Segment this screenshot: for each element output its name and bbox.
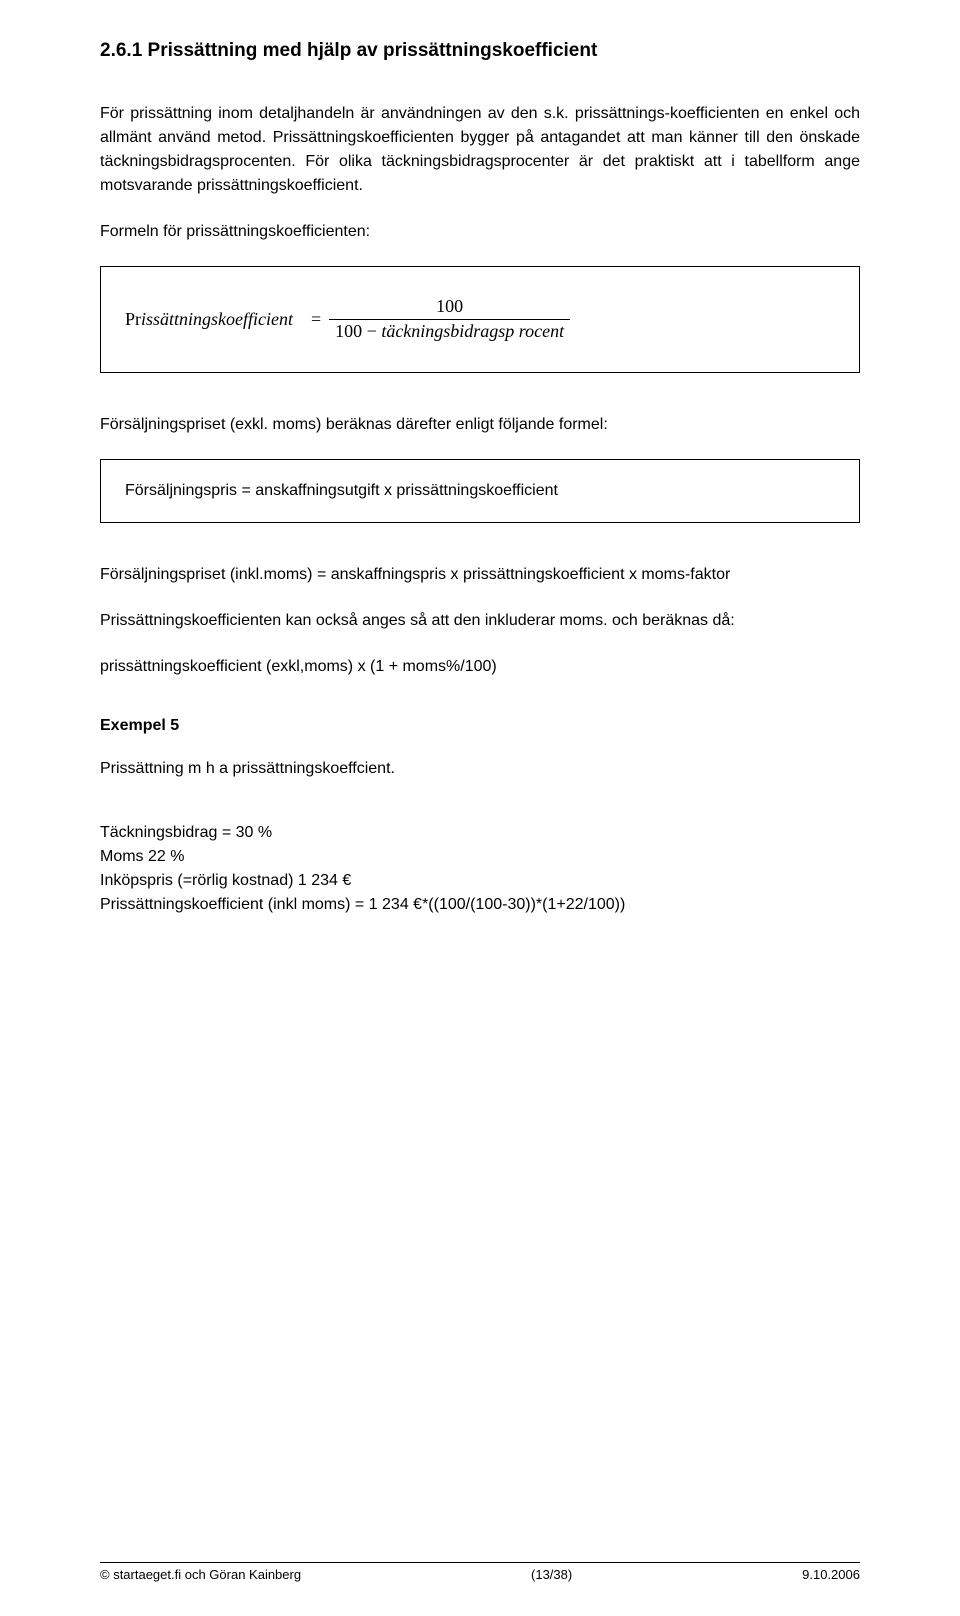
coefficient-vat-formula: prissättningskoefficient (exkl,moms) x (… (100, 655, 860, 679)
eq-equals: = (311, 309, 321, 330)
page-footer: © startaeget.fi och Göran Kainberg (13/3… (100, 1562, 860, 1582)
example-line-3: Inköpspris (=rörlig kostnad) 1 234 € (100, 869, 860, 893)
incl-vat-paragraph: Försäljningspriset (inkl.moms) = anskaff… (100, 563, 860, 587)
pricing-coefficient-equation: Prissättningskoefficient = 100 100 − täc… (125, 297, 835, 342)
section-heading: 2.6.1 Prissättning med hjälp av prissätt… (100, 40, 860, 62)
eq-numerator: 100 (430, 297, 469, 319)
footer-copyright: © startaeget.fi och Göran Kainberg (100, 1567, 301, 1582)
example-description: Prissättning m h a prissättningskoeffcie… (100, 757, 860, 781)
eq-fraction: 100 100 − täckningsbidragsp rocent (329, 297, 570, 342)
sales-price-formula: Försäljningspris = anskaffningsutgift x … (125, 482, 558, 499)
sales-price-label: Försäljningspriset (exkl. moms) beräknas… (100, 413, 860, 437)
formula-intro-label: Formeln för prissättningskoefficienten: (100, 220, 860, 244)
example-line-1: Täckningsbidrag = 30 % (100, 821, 860, 845)
eq-lhs-pr: Pr (125, 309, 141, 329)
coefficient-vat-paragraph: Prissättningskoefficienten kan också ang… (100, 609, 860, 633)
eq-lhs-rest: issättningskoefficient (141, 309, 293, 329)
example-line-2: Moms 22 % (100, 845, 860, 869)
eq-den-prefix: 100 − (335, 321, 381, 341)
example-heading: Exempel 5 (100, 717, 860, 735)
footer-page-number: (13/38) (531, 1567, 572, 1582)
formula-box-1: Prissättningskoefficient = 100 100 − täc… (100, 266, 860, 373)
formula-box-2: Försäljningspris = anskaffningsutgift x … (100, 459, 860, 523)
intro-paragraph: För prissättning inom detaljhandeln är a… (100, 102, 860, 198)
eq-den-variable: täckningsbidragsp rocent (381, 321, 564, 341)
eq-denominator: 100 − täckningsbidragsp rocent (329, 319, 570, 342)
example-data-block: Täckningsbidrag = 30 % Moms 22 % Inköpsp… (100, 821, 860, 917)
footer-date: 9.10.2006 (802, 1567, 860, 1582)
example-line-4: Prissättningskoefficient (inkl moms) = 1… (100, 893, 860, 917)
